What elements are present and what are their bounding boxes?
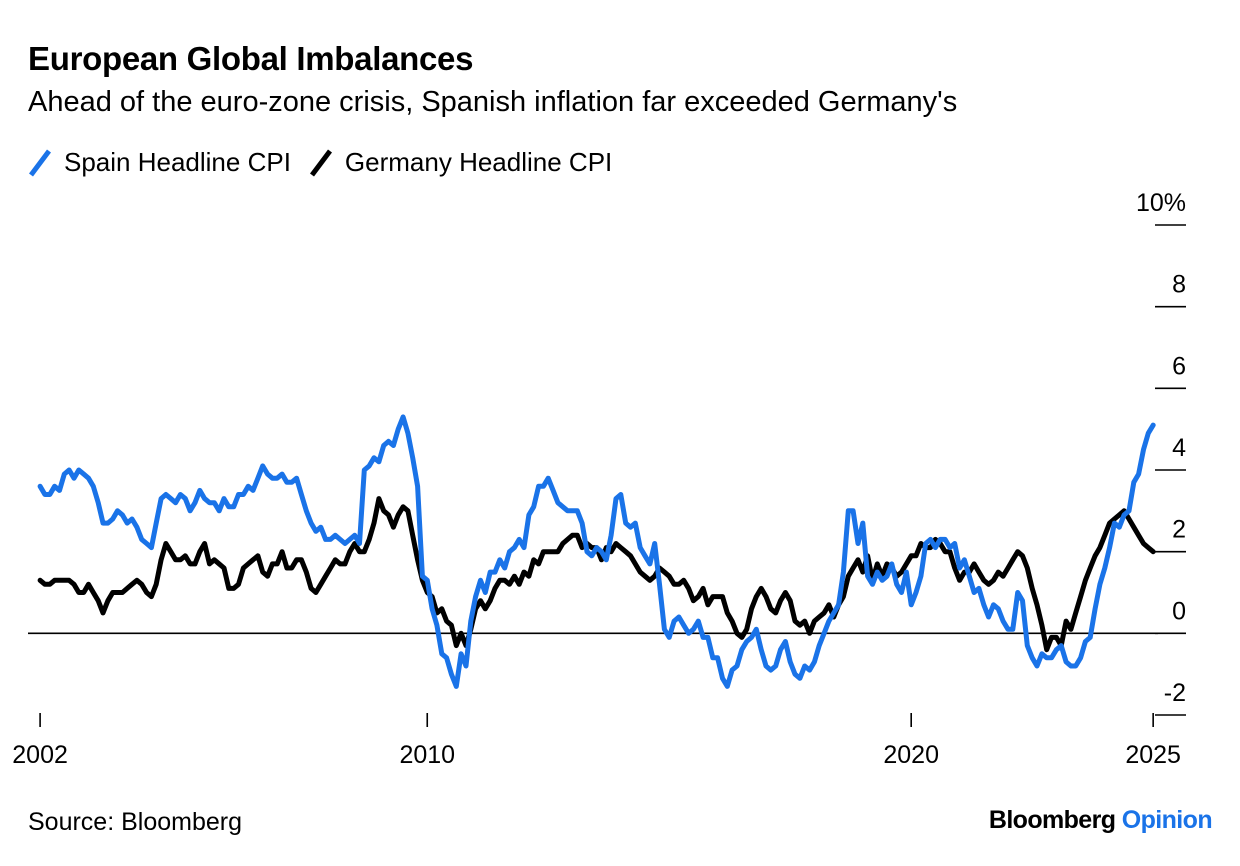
legend-item-spain: Spain Headline CPI [28,147,291,178]
x-tick-label: 2002 [12,741,68,769]
x-tick-label: 2020 [883,741,939,769]
legend-item-germany: Germany Headline CPI [309,147,612,178]
source-note: Source: Bloomberg [28,808,243,836]
chart-title: European Global Imbalances [28,40,474,77]
legend-swatch-germany [309,149,332,176]
x-tick-label: 2010 [399,741,455,769]
brand-logo: Bloomberg Opinion [988,806,1213,835]
y-tick-label: 10% [1136,189,1186,217]
y-tick-label: -2 [1164,679,1186,707]
y-tick-label: 4 [1172,434,1186,462]
x-tick-label: 2025 [1125,741,1181,769]
legend-label-germany: Germany Headline CPI [344,147,613,177]
legend-swatch-spain [29,149,51,176]
y-tick-label: 0 [1172,597,1186,625]
series-line-spain [37,414,1156,689]
y-tick-label: 2 [1172,516,1186,544]
brand-suffix: Opinion [1121,806,1213,834]
series-line-germany [37,496,1156,653]
axes-layer: 10% 8 6 4 2 0 -2 2002 2010 2020 2025 [12,189,1186,769]
brand-name: Bloomberg [988,806,1116,834]
series-layer [37,414,1156,689]
y-tick-label: 6 [1172,352,1186,380]
y-tick-label: 8 [1172,271,1186,299]
legend-label-spain: Spain Headline CPI [64,147,291,177]
chart-subtitle: Ahead of the euro-zone crisis, Spanish i… [28,86,958,118]
legend: Spain Headline CPI Germany Headline CPI [28,147,630,178]
